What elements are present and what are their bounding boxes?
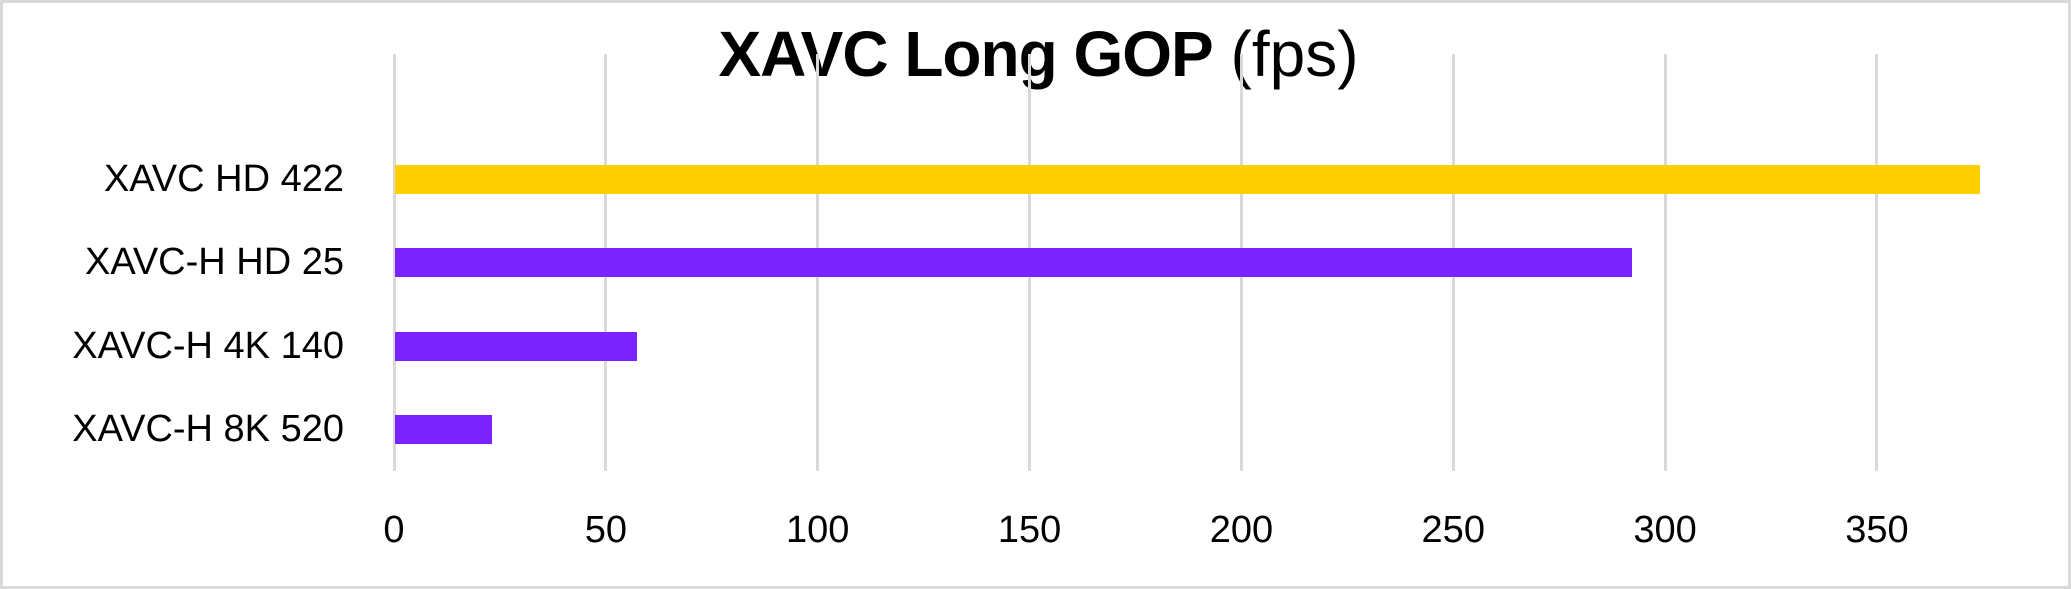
category-label: XAVC-H 4K 140 [72, 325, 344, 367]
gridline [1663, 54, 1667, 471]
chart-title: XAVC Long GOP (fps) [3, 17, 2071, 91]
x-tick-label: 150 [997, 509, 1062, 551]
bar [395, 415, 493, 444]
x-tick-label: 350 [1845, 509, 1909, 551]
category-label: XAVC-H 8K 520 [72, 408, 344, 450]
category-label: XAVC HD 422 [103, 158, 344, 200]
x-tick-label: 50 [584, 509, 627, 551]
category-label: XAVC-H HD 25 [84, 241, 344, 283]
gridline [1875, 54, 1879, 471]
bar [395, 332, 637, 361]
x-tick-label: 100 [785, 509, 850, 551]
chart-title-main: XAVC Long GOP [718, 18, 1213, 90]
chart-title-unit: (fps) [1230, 18, 1359, 90]
x-tick-label: 300 [1633, 509, 1697, 551]
gridline [392, 54, 396, 471]
x-tick-label: 0 [383, 509, 405, 551]
bar [395, 248, 1633, 277]
bar [395, 165, 1980, 194]
x-tick-label: 200 [1209, 509, 1274, 551]
x-tick-label: 250 [1421, 509, 1485, 551]
